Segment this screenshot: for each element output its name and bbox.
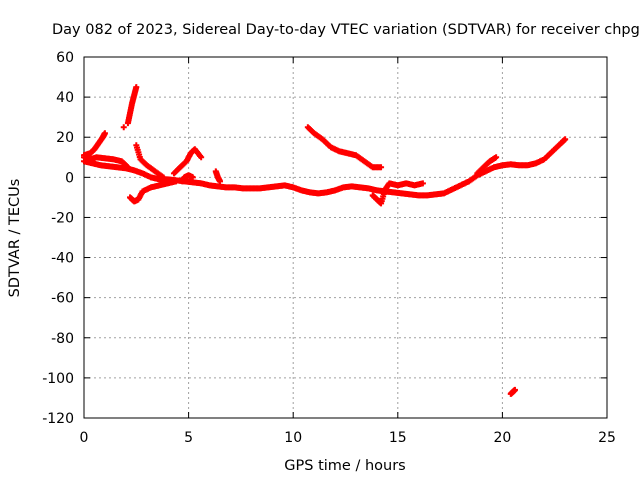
data-point	[378, 164, 385, 171]
data-point	[101, 130, 108, 137]
y-tick-label: 0	[65, 170, 74, 186]
grid	[84, 57, 607, 418]
series-isolated-1.9h	[120, 124, 127, 131]
series-outlier-20.5h	[507, 386, 518, 397]
y-axis-label: SDTVAR / TECUs	[7, 179, 23, 298]
y-tick-label: 60	[56, 50, 74, 66]
y-tick-label: -80	[51, 331, 74, 347]
x-tick-label: 0	[80, 430, 89, 446]
data-point	[160, 174, 167, 181]
series-scatter-14h	[369, 180, 426, 207]
data-series	[81, 84, 569, 397]
y-tick-label: -100	[42, 371, 74, 387]
y-tick-label: -120	[42, 411, 74, 427]
data-point	[493, 154, 500, 161]
x-axis-label: GPS time / hours	[284, 458, 405, 474]
y-tick-label: -60	[51, 291, 74, 307]
data-point	[124, 164, 131, 171]
series-bump-5h	[170, 146, 205, 177]
plot-frame	[83, 56, 608, 419]
series-drop-2h	[127, 178, 180, 205]
y-tick-label: -20	[51, 210, 74, 226]
data-point	[120, 124, 127, 131]
series-branch-19.5h	[474, 154, 500, 177]
series-spike-2h	[124, 84, 140, 127]
x-tick-label: 15	[389, 430, 407, 446]
data-point	[198, 154, 205, 161]
y-tick-label: -40	[51, 251, 74, 267]
data-point	[189, 174, 196, 181]
series-main-trace	[81, 136, 569, 199]
chart-title: Day 082 of 2023, Sidereal Day-to-day VTE…	[52, 22, 640, 38]
y-tick-label: 20	[56, 130, 74, 146]
axis-ticks	[83, 56, 608, 419]
x-tick-label: 5	[184, 430, 193, 446]
tick-labels: 0 5 10 15 20 25 -120 -100 -80 -60 -40 -20 0 20 40 60	[42, 50, 616, 446]
data-point	[173, 178, 180, 185]
data-point	[562, 136, 569, 143]
x-tick-label: 25	[598, 430, 616, 446]
y-tick-label: 40	[56, 90, 74, 106]
data-point	[133, 84, 140, 91]
x-tick-label: 10	[284, 430, 302, 446]
data-point	[511, 386, 518, 393]
series-spike-6.3h	[212, 168, 223, 185]
data-point	[419, 180, 426, 187]
series-upper-left-band	[81, 154, 131, 171]
data-point	[216, 178, 223, 185]
x-tick-label: 20	[493, 430, 511, 446]
series-pre-dip-5h	[179, 172, 196, 185]
series-branch-2.5h	[133, 142, 167, 181]
series-arc-11h	[304, 124, 385, 171]
series-early-rise	[81, 130, 108, 159]
